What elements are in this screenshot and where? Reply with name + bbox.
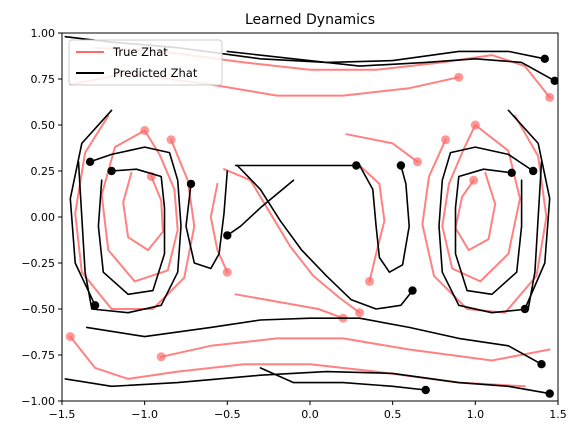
true-zhat-endpoint-6 — [545, 92, 555, 102]
predicted-zhat-endpoint-3 — [107, 166, 116, 176]
true-zhat-trajectory-1 — [122, 171, 164, 252]
predicted-zhat-endpoint-10 — [537, 360, 546, 369]
true-zhat-trajectory-14 — [234, 293, 345, 320]
predicted-zhat-endpoint-0 — [540, 54, 549, 63]
predicted-zhat-trajectory-5 — [454, 168, 523, 296]
true-zhat-trajectory-11 — [358, 164, 386, 283]
true-zhat-endpoint-3 — [470, 120, 480, 130]
true-zhat-endpoint-7 — [454, 72, 464, 82]
y-tick-label: −0.75 — [21, 349, 55, 362]
true-zhat-trajectory-12 — [209, 182, 229, 274]
legend: True Zhat Predicted Zhat — [68, 39, 223, 86]
true-zhat-trajectory-9 — [160, 337, 551, 362]
y-tick-label: −0.50 — [21, 303, 55, 316]
x-tick-label: −1.0 — [131, 408, 158, 421]
predicted-zhat-trajectory-10 — [86, 317, 543, 365]
predicted-zhat-trajectory-8 — [358, 164, 410, 273]
y-tick-label: 0.50 — [31, 119, 56, 132]
predicted-zhat-trajectory-12 — [259, 367, 427, 391]
predicted-zhat-endpoint-2 — [85, 157, 95, 166]
legend-label-predicted-zhat: Predicted Zhat — [113, 66, 198, 80]
x-axis: −1.5 −1.0 −0.5 0.0 0.5 1.0 1.5 — [49, 401, 567, 421]
predicted-zhat-trajectory-13 — [69, 109, 113, 307]
predicted-zhat-endpoint-1 — [550, 76, 558, 85]
predicted-zhat-trajectory-7 — [185, 170, 229, 270]
true-zhat-endpoint-11 — [365, 276, 374, 286]
predicted-zhat-trajectory-4 — [438, 146, 543, 314]
legend-box — [68, 39, 223, 86]
predicted-zhat-endpoint-12 — [421, 385, 430, 395]
plot-layer — [64, 35, 558, 398]
predicted-zhat-trajectory-6 — [236, 164, 414, 310]
y-axis: −1.00 −0.75 −0.50 −0.25 0.00 0.25 0.50 0.75 1.00 — [21, 27, 62, 408]
true-zhat-trajectory-4 — [454, 171, 497, 252]
predicted-zhat-endpoint-9 — [352, 161, 361, 170]
chart-title: Learned Dynamics — [245, 12, 375, 28]
true-zhat-endpoint-5 — [441, 135, 451, 145]
predicted-zhat-trajectory-11 — [64, 370, 551, 395]
y-tick-label: 0.75 — [31, 73, 56, 86]
predicted-zhat-trajectory-15 — [226, 179, 295, 237]
predicted-zhat-endpoint-5 — [507, 168, 516, 177]
x-tick-label: 1.5 — [549, 408, 567, 421]
x-tick-label: 0.5 — [384, 408, 402, 421]
x-tick-label: −1.5 — [49, 408, 76, 421]
predicted-zhat-endpoint-4 — [529, 166, 538, 176]
x-tick-label: 1.0 — [467, 408, 485, 421]
true-zhat-endpoint-0 — [140, 126, 150, 135]
predicted-zhat-trajectory-1 — [226, 50, 556, 82]
plot-area — [62, 33, 558, 401]
y-tick-label: −1.00 — [21, 395, 55, 408]
true-zhat-endpoint-2 — [166, 135, 176, 145]
x-tick-label: −0.5 — [214, 408, 241, 421]
predicted-zhat-endpoint-15 — [223, 231, 232, 240]
true-zhat-endpoint-9 — [156, 352, 166, 362]
x-tick-label: 0.0 — [301, 408, 319, 421]
predicted-zhat-endpoint-8 — [396, 161, 406, 170]
predicted-zhat-endpoint-6 — [408, 286, 417, 295]
y-tick-label: 0.25 — [31, 165, 56, 178]
legend-label-true-zhat: True Zhat — [112, 45, 168, 59]
true-zhat-endpoint-8 — [65, 332, 75, 342]
true-zhat-endpoint-12 — [222, 267, 232, 277]
predicted-zhat-endpoint-11 — [545, 389, 554, 398]
predicted-zhat-endpoint-14 — [520, 304, 530, 314]
predicted-zhat-trajectory-14 — [507, 109, 551, 310]
y-tick-label: 1.00 — [31, 27, 56, 40]
true-zhat-endpoint-10 — [355, 308, 365, 318]
y-tick-label: 0.00 — [31, 211, 56, 224]
predicted-zhat-endpoint-13 — [90, 301, 100, 310]
true-zhat-endpoint-13 — [413, 157, 422, 167]
true-zhat-endpoint-4 — [469, 175, 479, 185]
predicted-zhat-endpoint-7 — [186, 179, 196, 189]
true-zhat-trajectory-13 — [345, 133, 419, 163]
predicted-zhat-trajectory-2 — [77, 146, 182, 314]
y-tick-label: −0.25 — [21, 257, 55, 270]
predicted-zhat-trajectory-3 — [97, 168, 166, 296]
